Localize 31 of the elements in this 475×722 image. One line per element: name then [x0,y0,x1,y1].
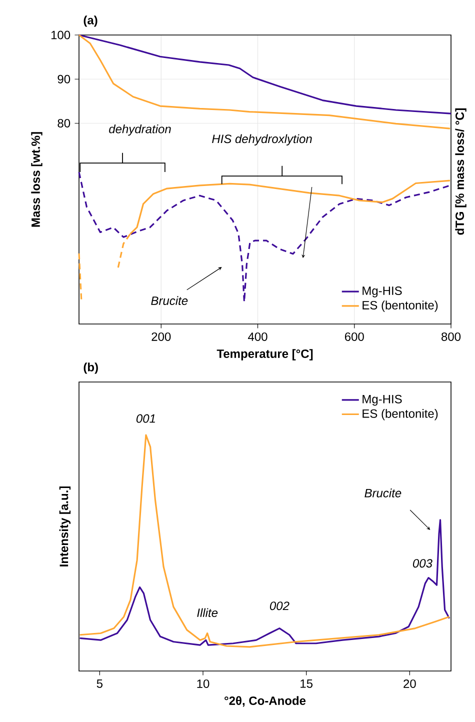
annotation: 001 [136,414,155,423]
legend-label: ES (bentonite) [362,300,438,312]
y-tick-label: 80 [58,118,70,128]
annotation: 003 [412,559,432,568]
x-tick-label: 10 [197,679,210,688]
legend-label: ES (bentonite) [362,409,438,420]
line-series [78,34,452,114]
annotation: 002 [270,602,290,610]
annotation: Brucite [151,296,188,306]
x-tick-label: 20 [404,679,416,688]
y-tick-label: 90 [58,74,70,84]
legend-label: Mg-HIS [362,394,402,406]
x-tick-label: 400 [248,332,268,341]
x-tick-label: 200 [152,332,171,341]
text: (b) [84,362,98,374]
annotation: Brucite [364,488,402,498]
x-tick-label: 5 [96,679,103,688]
legend-label: Mg-HIS [362,286,402,298]
y-axis-title: Mass loss [wt.%] [31,132,42,227]
annotation: HIS dehydroxlytion [212,134,312,146]
x-tick-label: 15 [300,679,313,688]
annotation: dehydration [109,124,171,136]
x-axis-title: °2θ, Co-Anode [224,696,306,707]
y2-axis-title: dTG [% mass loss/ °C] [455,108,466,235]
annotation: Illite [197,608,218,618]
text: (a) [84,16,98,27]
y-tick-label: 100 [51,30,70,40]
y-axis-title: Intensity [a.u.] [59,486,71,566]
x-tick-label: 800 [442,332,461,341]
x-tick-label: 600 [344,332,364,341]
x-axis-title: Temperature [°C] [216,349,313,360]
